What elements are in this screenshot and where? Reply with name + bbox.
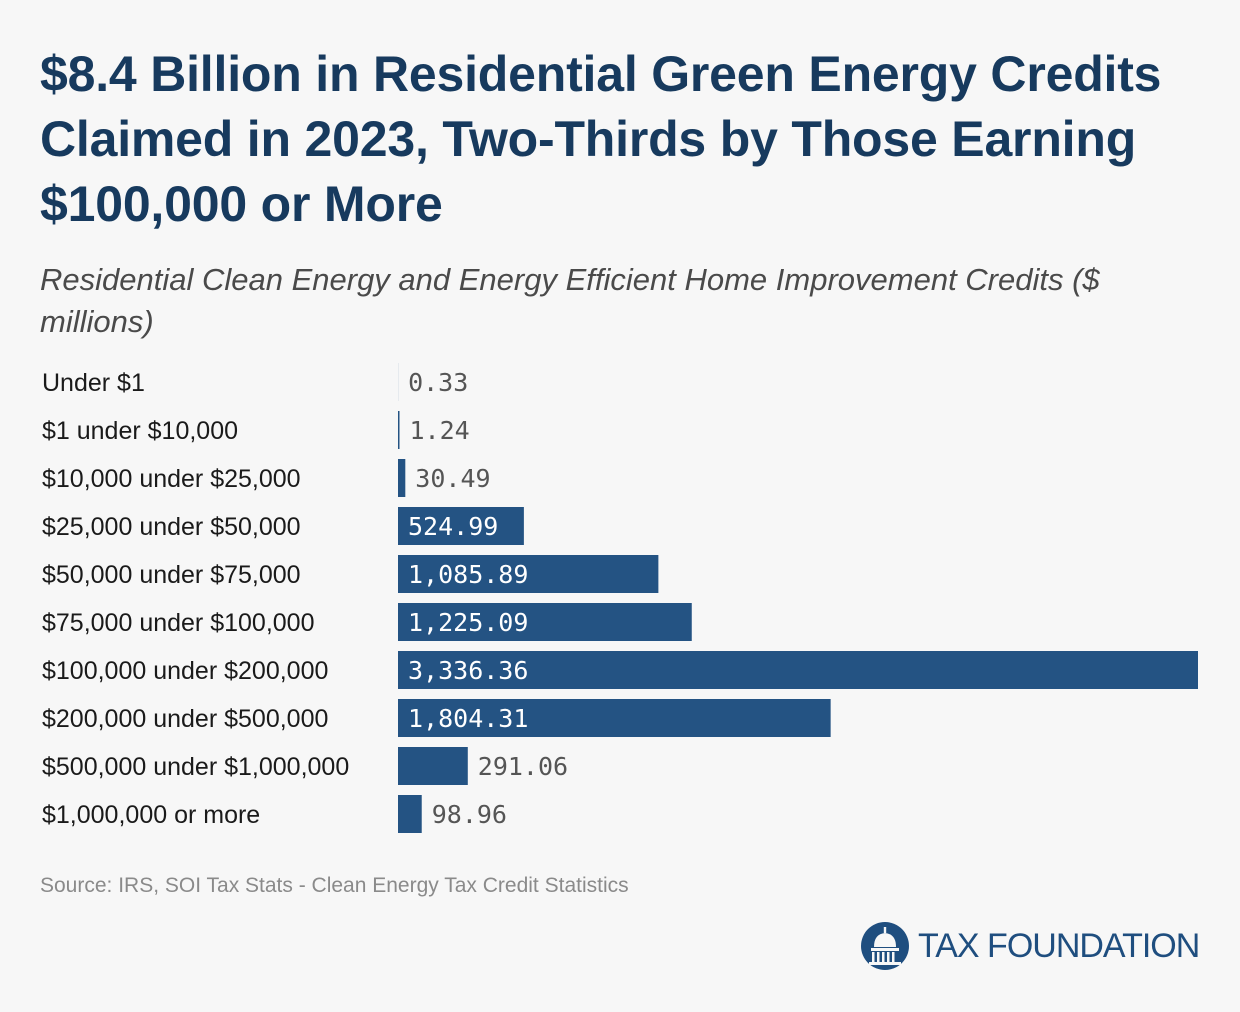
value-labels: 0.33 1.24 30.49 524.99 1,085.89 1,225.09 3,336…: [408, 368, 568, 829]
category-label: $1,000,000 or more: [42, 801, 260, 829]
value-label: 1,085.89: [408, 560, 528, 589]
category-label: $200,000 under $500,000: [42, 705, 328, 733]
category-label: $1 under $10,000: [42, 417, 238, 445]
bar: [398, 603, 692, 641]
category-label: $75,000 under $100,000: [42, 609, 314, 637]
bar: [398, 411, 400, 449]
bar: [398, 507, 524, 545]
category-label: $10,000 under $25,000: [42, 465, 301, 493]
bar: [398, 555, 659, 593]
bar: [398, 699, 831, 737]
chart-title: $8.4 Billion in Residential Green Energy…: [40, 46, 1162, 232]
chart-subtitle: Residential Clean Energy and Energy Effi…: [40, 262, 1100, 339]
category-label: $500,000 under $1,000,000: [42, 753, 349, 781]
value-label: 30.49: [415, 464, 490, 493]
capitol-dome-icon: [861, 922, 909, 970]
brand-name: TAX FOUNDATION: [918, 926, 1200, 965]
value-label: 1.24: [410, 416, 470, 445]
category-label: $50,000 under $75,000: [42, 561, 301, 589]
brand-logo: TAX FOUNDATION: [860, 920, 1200, 972]
bars: [398, 363, 1198, 833]
category-label: $25,000 under $50,000: [42, 513, 301, 541]
category-label: $100,000 under $200,000: [42, 657, 328, 685]
value-label: 98.96: [432, 800, 507, 829]
category-labels: Under $1 $1 under $10,000 $10,000 under $2…: [42, 369, 349, 829]
value-label: 0.33: [408, 368, 468, 397]
category-label: Under $1: [42, 369, 145, 397]
source-note: Source: IRS, SOI Tax Stats - Clean Energ…: [40, 874, 629, 897]
value-label: 1,225.09: [408, 608, 528, 637]
bar: [398, 795, 422, 833]
value-label: 291.06: [478, 752, 568, 781]
value-label: 1,804.31: [408, 704, 528, 733]
value-label: 524.99: [408, 512, 498, 541]
bar: [398, 651, 1198, 689]
bar: [398, 459, 406, 497]
bar: [398, 747, 468, 785]
value-label: 3,336.36: [408, 656, 528, 685]
